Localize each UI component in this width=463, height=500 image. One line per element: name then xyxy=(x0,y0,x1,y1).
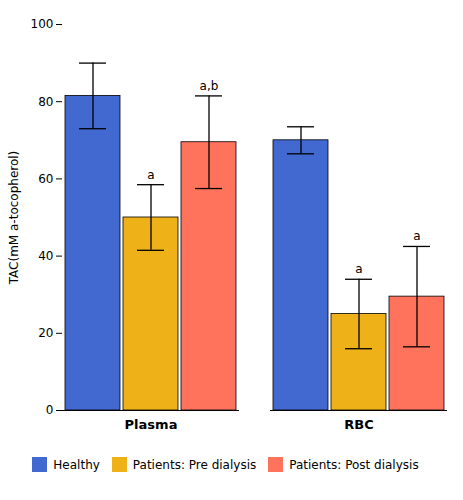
svg-text:0: 0 xyxy=(46,403,54,417)
svg-text:a,b: a,b xyxy=(200,79,219,93)
svg-text:a: a xyxy=(147,168,154,182)
html-text:Healthy: Healthy xyxy=(53,457,100,472)
svg-text:20: 20 xyxy=(38,326,53,340)
svg-text:Plasma: Plasma xyxy=(125,417,178,432)
svg-text:TAC(mM a-tocopherol): TAC(mM a-tocopherol) xyxy=(7,151,21,286)
svg-text:RBC: RBC xyxy=(344,417,373,432)
svg-text:40: 40 xyxy=(38,249,53,263)
svg-text:a: a xyxy=(413,229,420,243)
svg-text:60: 60 xyxy=(38,172,53,186)
svg-text:80: 80 xyxy=(38,95,53,109)
svg-text:100: 100 xyxy=(31,17,54,31)
svg-text:a: a xyxy=(355,262,362,276)
html-text:Patients: Pre dialysis: Patients: Pre dialysis xyxy=(132,457,257,472)
html-text:Patients: Post dialysis: Patients: Post dialysis xyxy=(289,457,419,472)
